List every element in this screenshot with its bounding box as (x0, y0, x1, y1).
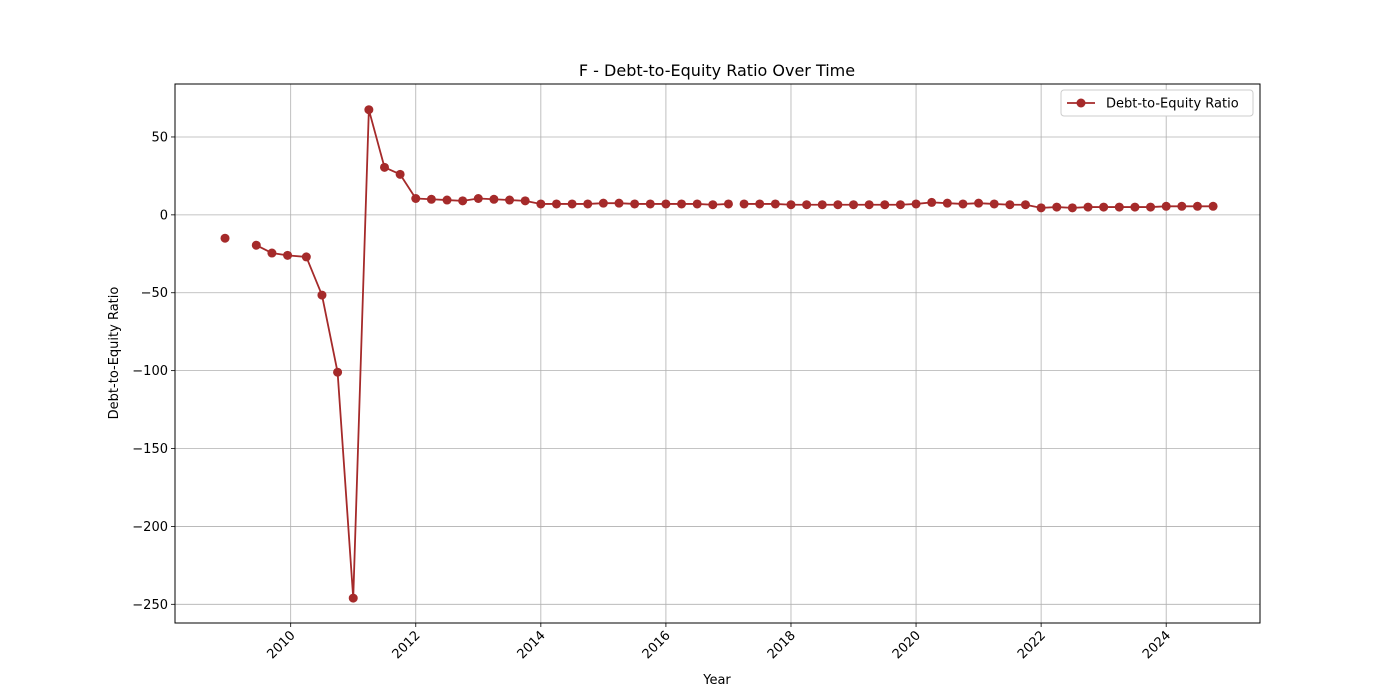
data-point (1052, 202, 1062, 212)
data-point (1036, 203, 1046, 213)
data-point (661, 199, 671, 209)
data-point (426, 194, 436, 204)
data-point (567, 199, 577, 209)
data-point (317, 290, 327, 300)
data-point (395, 169, 405, 179)
legend-entry-label: Debt-to-Equity Ratio (1106, 97, 1239, 112)
data-point (505, 195, 515, 205)
data-point (958, 199, 968, 209)
legend-marker-swatch (1076, 98, 1086, 108)
data-point (1130, 202, 1140, 212)
data-point (1192, 201, 1202, 211)
data-point (817, 200, 827, 210)
data-point (864, 200, 874, 210)
y-tick-label: −100 (132, 364, 168, 379)
data-point (583, 199, 593, 209)
data-point (692, 199, 702, 209)
legend: Debt-to-Equity Ratio (1060, 89, 1254, 117)
data-point (614, 198, 624, 208)
data-point (974, 198, 984, 208)
data-point (348, 593, 358, 603)
data-point (551, 199, 561, 209)
data-point (489, 194, 499, 204)
y-tick-label: 50 (151, 130, 168, 145)
data-point (833, 200, 843, 210)
x-axis-label: Year (702, 673, 731, 688)
data-point (770, 199, 780, 209)
y-tick-label: −250 (132, 598, 168, 613)
data-point (220, 233, 230, 243)
data-point (536, 199, 546, 209)
data-point (1114, 202, 1124, 212)
data-point (942, 198, 952, 208)
data-point (411, 194, 421, 203)
grid (175, 84, 1260, 623)
data-point (911, 199, 921, 209)
data-point (520, 196, 530, 206)
data-point (739, 199, 749, 209)
data-point (1020, 200, 1030, 210)
y-axis-label: Debt-to-Equity Ratio (107, 287, 122, 420)
data-point (1177, 201, 1187, 211)
data-point (755, 199, 765, 209)
data-point (473, 194, 483, 203)
data-point (301, 252, 311, 262)
data-point (895, 200, 905, 210)
data-point (380, 162, 389, 172)
data-point (1083, 202, 1093, 212)
data-point (880, 200, 890, 210)
chart-title: F - Debt-to-Equity Ratio Over Time (579, 61, 855, 80)
data-point (723, 199, 733, 209)
y-tick-label: −200 (132, 520, 168, 535)
data-point (786, 200, 796, 210)
data-point (1005, 200, 1015, 210)
data-point (645, 199, 655, 209)
plot-frame (174, 83, 1261, 624)
y-tick-label: 0 (160, 208, 168, 223)
data-point (927, 197, 937, 207)
y-axis-ticks: 50 0 −50 −100 −150 −200 −250 (132, 130, 175, 613)
data-point (1067, 203, 1077, 213)
data-point (1161, 201, 1171, 211)
y-tick-label: −150 (132, 442, 168, 457)
data-point (1146, 202, 1156, 212)
data-point (458, 196, 468, 206)
data-point (677, 199, 687, 209)
data-point (802, 200, 812, 210)
data-point (364, 105, 374, 115)
legend-box (1060, 89, 1254, 117)
data-point (267, 248, 277, 258)
data-point (849, 200, 859, 210)
data-point (598, 198, 608, 208)
data-point (989, 199, 999, 209)
y-tick-label: −50 (141, 286, 168, 301)
data-point (630, 199, 640, 209)
data-point (1208, 201, 1218, 211)
data-point (251, 240, 261, 250)
data-point (1099, 202, 1109, 212)
series-layer (220, 105, 1218, 603)
data-point (708, 200, 718, 210)
data-point (333, 367, 343, 377)
data-point (442, 195, 452, 205)
data-point (283, 250, 293, 260)
